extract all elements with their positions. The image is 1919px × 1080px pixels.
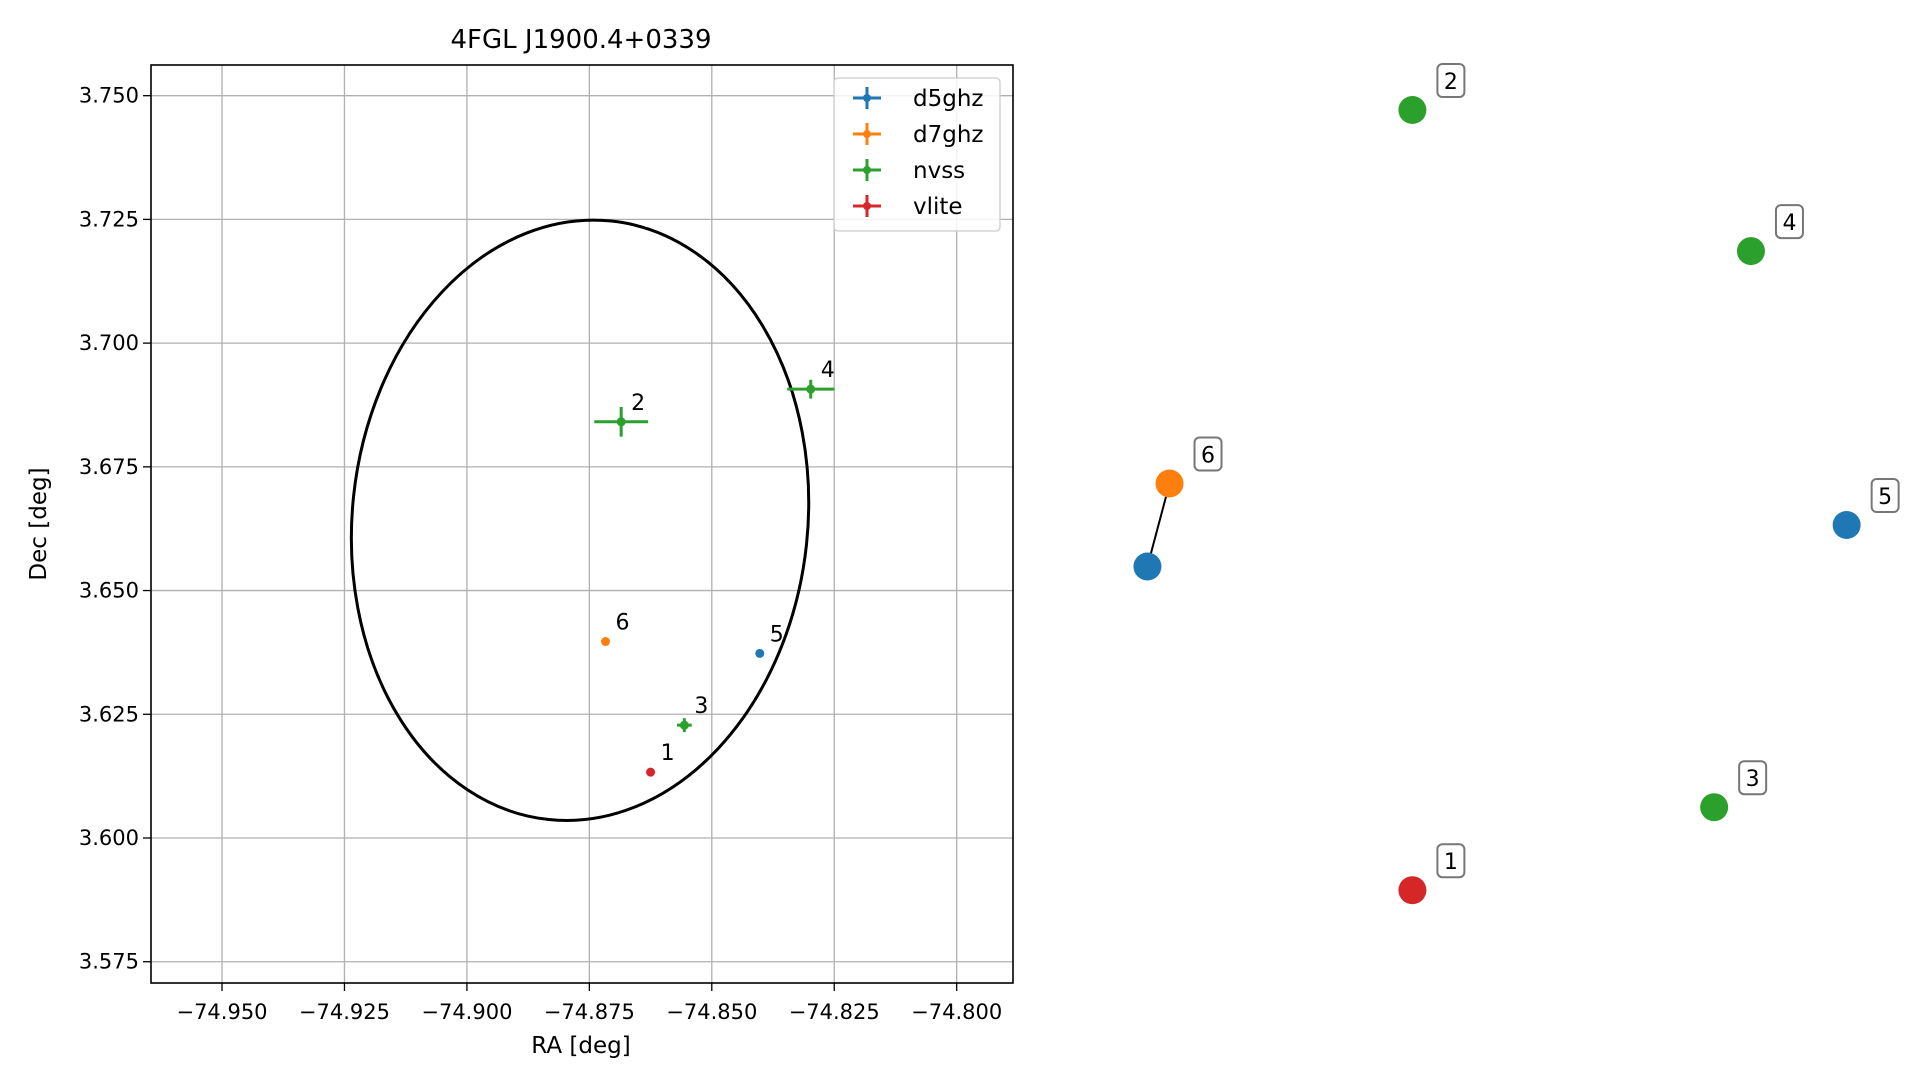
- source-node: 3: [1700, 760, 1768, 822]
- legend-item-d7ghz: d7ghz: [853, 122, 983, 148]
- x-tick-label: −74.925: [299, 1000, 390, 1024]
- y-tick-label: 3.675: [79, 455, 139, 479]
- legend-item-d5ghz: d5ghz: [853, 86, 983, 112]
- data-point-vlite: 1: [646, 741, 675, 777]
- data-point-nvss: 4: [787, 358, 835, 399]
- legend-label: d7ghz: [913, 122, 983, 148]
- point-marker: [806, 384, 816, 394]
- x-tick-label: −74.850: [666, 1000, 757, 1024]
- source-node: [1133, 552, 1162, 581]
- node-label-box: [1870, 478, 1900, 513]
- y-tick-label: 3.575: [79, 950, 139, 974]
- node-label-box: [1774, 204, 1804, 240]
- chart-title: 4FGL J1900.4+0339: [451, 25, 712, 55]
- point-marker: [679, 720, 689, 730]
- legend-item-nvss: nvss: [853, 158, 965, 184]
- x-tick-label: −74.900: [421, 1000, 512, 1024]
- node-label-box: [1738, 760, 1768, 796]
- y-tick-label: 3.750: [79, 84, 139, 108]
- radio-sources-chart: 4FGL J1900.4+0339 −74.950 −74.925 −74.900−…: [26, 25, 1014, 1059]
- legend-marker: [863, 202, 871, 210]
- node-label: 6: [1201, 444, 1215, 469]
- source-node: 6: [1155, 436, 1223, 498]
- x-tick-label: −74.825: [789, 1000, 880, 1024]
- legend: d5ghz d7ghz nvss vlite: [833, 77, 1001, 232]
- node-marker: [1398, 96, 1427, 124]
- legend-label: nvss: [913, 158, 965, 184]
- source-node: 1: [1398, 843, 1466, 905]
- point-marker: [616, 417, 626, 427]
- node-label-box: [1193, 436, 1223, 472]
- data-point-nvss: 3: [677, 694, 708, 733]
- point-label: 1: [661, 741, 675, 766]
- legend-label: d5ghz: [913, 86, 983, 112]
- source-map-panel: 1 2 3 4 5 6: [1133, 63, 1900, 905]
- data-point-d5ghz: 5: [755, 622, 784, 658]
- legend-marker: [863, 166, 871, 174]
- node-label: 1: [1444, 850, 1458, 875]
- node-label-box: [1436, 843, 1466, 879]
- node-marker: [1133, 552, 1162, 581]
- source-node: 2: [1398, 63, 1466, 124]
- x-tick-label: −74.875: [544, 1000, 635, 1024]
- x-axis-label: RA [deg]: [531, 1033, 630, 1059]
- point-label: 3: [694, 694, 708, 719]
- legend-marker: [863, 94, 871, 102]
- data-points: 5 6 2 3 4 1: [594, 358, 835, 777]
- source-node: 5: [1832, 478, 1900, 539]
- point-marker: [601, 637, 611, 647]
- y-tick-label: 3.700: [79, 331, 139, 355]
- point-label: 5: [770, 622, 784, 647]
- node-marker: [1155, 469, 1184, 498]
- data-point-nvss: 2: [594, 391, 649, 437]
- point-marker: [646, 767, 656, 777]
- y-tick-label: 3.625: [79, 702, 139, 726]
- legend-box: [833, 77, 1001, 232]
- node-label: 2: [1444, 70, 1458, 95]
- node-label: 5: [1878, 485, 1892, 510]
- plot-frame: [150, 64, 1014, 984]
- point-label: 4: [821, 358, 835, 383]
- node-marker: [1832, 511, 1861, 539]
- legend-marker: [863, 130, 871, 138]
- source-node: 4: [1736, 204, 1804, 266]
- data-point-d7ghz: 6: [601, 611, 630, 647]
- error-ellipse: [349, 218, 811, 822]
- x-tick-label: −74.950: [176, 1000, 267, 1024]
- node-marker: [1736, 237, 1765, 266]
- node-marker: [1398, 876, 1427, 905]
- x-axis-ticks: −74.950 −74.925 −74.900 −74.875 −74.850 −74.8…: [176, 983, 1002, 1024]
- y-tick-label: 3.725: [79, 207, 139, 231]
- node-label: 3: [1746, 767, 1760, 792]
- node-link: [1146, 483, 1171, 567]
- legend-label: vlite: [913, 194, 963, 220]
- node-marker: [1700, 793, 1729, 822]
- y-tick-label: 3.650: [79, 579, 139, 603]
- y-axis-label: Dec [deg]: [26, 467, 52, 580]
- point-label: 2: [631, 391, 645, 416]
- node-label-box: [1436, 63, 1466, 98]
- y-tick-label: 3.600: [79, 826, 139, 850]
- node-label: 4: [1782, 211, 1796, 236]
- y-axis-ticks: 3.575 3.600 3.625 3.650 3.675 3.700 3.725 3.750: [79, 84, 151, 974]
- x-tick-label: −74.800: [911, 1000, 1002, 1024]
- error-ellipse-group: [349, 218, 811, 822]
- legend-item-vlite: vlite: [853, 194, 963, 220]
- point-label: 6: [616, 611, 630, 636]
- point-marker: [755, 648, 765, 658]
